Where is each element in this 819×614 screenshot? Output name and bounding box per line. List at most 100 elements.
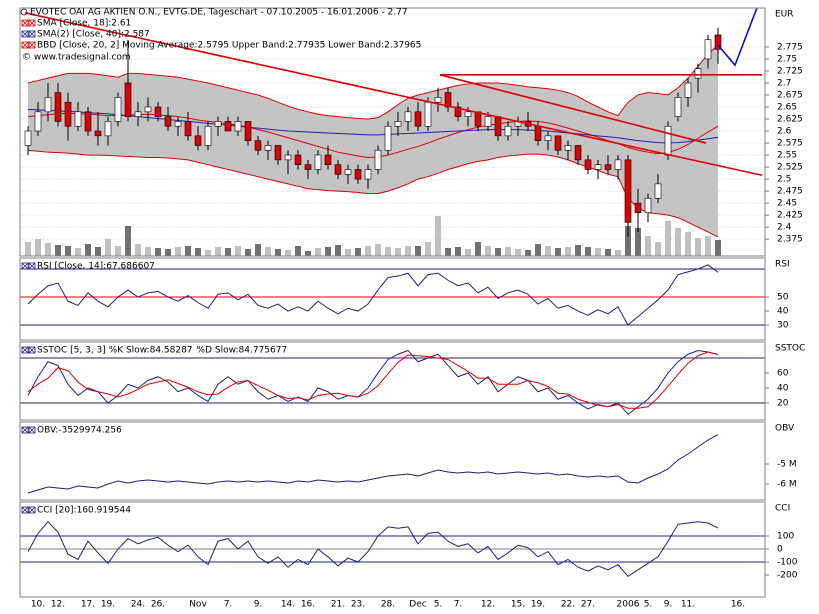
candle-body bbox=[474, 111, 482, 127]
volume-bar bbox=[85, 244, 91, 256]
candle-body bbox=[394, 121, 402, 127]
legend-icon bbox=[21, 506, 29, 514]
title-icon bbox=[20, 8, 28, 16]
y-tick-label: 2.625 bbox=[777, 115, 803, 125]
x-tick-label: 17. bbox=[81, 600, 95, 610]
indicator-line bbox=[27, 434, 719, 494]
y-tick-label: 2.7 bbox=[777, 78, 791, 88]
legend-entry: SMA [Close, 18]:2.61 bbox=[37, 19, 131, 29]
volume-bar bbox=[145, 247, 151, 256]
candle-body bbox=[34, 111, 42, 132]
y-tick-label: 2.775 bbox=[777, 42, 803, 52]
indicator-plot bbox=[20, 264, 765, 326]
volume-bar bbox=[525, 250, 531, 256]
volume-bar bbox=[405, 246, 411, 256]
candle-body bbox=[324, 154, 332, 165]
volume-bar bbox=[55, 245, 61, 256]
volume-bar bbox=[105, 239, 111, 256]
y-tick-label: 2.45 bbox=[777, 199, 797, 209]
volume-bar bbox=[155, 248, 161, 256]
moving-average bbox=[27, 108, 719, 144]
legend-entry: OBV:-3529974.256 bbox=[37, 426, 122, 436]
legend-icon bbox=[21, 30, 29, 38]
candle-body bbox=[144, 106, 152, 113]
legend-icon bbox=[21, 19, 29, 27]
legend-entry: CCI [20]:160.919544 bbox=[37, 506, 131, 516]
candle-body bbox=[174, 121, 182, 127]
volume-bar bbox=[45, 243, 51, 256]
volume-bar bbox=[615, 250, 621, 256]
volume-bar bbox=[605, 249, 611, 256]
indicator-line bbox=[27, 520, 719, 577]
volume-bar bbox=[255, 244, 261, 256]
volume-bar bbox=[675, 228, 681, 256]
candle-body bbox=[264, 145, 272, 151]
indicator-line bbox=[27, 349, 719, 415]
volume-bar bbox=[655, 242, 661, 256]
candle-body bbox=[254, 140, 262, 151]
legend-icon bbox=[28, 19, 36, 27]
y-tick-label: 100 bbox=[777, 532, 794, 542]
moving-average bbox=[27, 112, 719, 158]
candle-body bbox=[634, 202, 642, 214]
x-tick-label: 10. bbox=[31, 600, 45, 610]
legend-icon bbox=[28, 262, 36, 270]
x-tick-label: 9. bbox=[664, 600, 673, 610]
x-tick-label: 14. bbox=[281, 600, 295, 610]
volume-bar bbox=[515, 249, 521, 256]
legend-icon bbox=[21, 41, 29, 49]
candle-body bbox=[164, 116, 172, 127]
y-tick-label: 2.5 bbox=[777, 175, 791, 185]
legend-icon bbox=[21, 426, 29, 434]
candle-body bbox=[424, 101, 432, 127]
candle-body bbox=[274, 145, 282, 161]
legend-icon bbox=[28, 30, 36, 38]
volume-bar bbox=[275, 249, 281, 256]
x-tick-label: 26. bbox=[151, 600, 165, 610]
y-tick-label: 2.55 bbox=[777, 151, 797, 161]
y-tick-label: 60 bbox=[777, 368, 789, 378]
candle-body bbox=[364, 169, 372, 180]
y-tick-label: 20 bbox=[777, 398, 789, 408]
candle-body bbox=[414, 111, 422, 127]
candle-body bbox=[214, 121, 222, 127]
candle-body bbox=[24, 130, 32, 146]
panel-frame bbox=[19, 257, 766, 341]
legend-icon bbox=[28, 30, 36, 38]
x-tick-label: 5. bbox=[644, 600, 653, 610]
volume-bar bbox=[345, 249, 351, 256]
x-tick-label: 19. bbox=[531, 600, 545, 610]
axis-label: RSI bbox=[775, 260, 790, 270]
candle-body bbox=[284, 154, 292, 161]
candle-body bbox=[574, 145, 582, 161]
volume-bar bbox=[235, 246, 241, 256]
volume-bar bbox=[335, 245, 341, 256]
volume-bar bbox=[575, 245, 581, 256]
candle-body bbox=[534, 125, 542, 141]
candle-body bbox=[244, 121, 252, 141]
candle-body bbox=[64, 101, 72, 127]
legend-entry: %D Slow:84.775677 bbox=[197, 346, 288, 356]
volume-bar bbox=[495, 248, 501, 256]
bollinger-band bbox=[28, 45, 718, 237]
candle-body bbox=[374, 149, 382, 170]
x-tick-label: 23. bbox=[351, 600, 365, 610]
legend-icon bbox=[28, 506, 36, 514]
volume-bar bbox=[245, 249, 251, 256]
chart-title: EVOTEC OAI AG AKTIEN O.N., EVTG.DE, Tage… bbox=[30, 8, 408, 18]
legend-icon bbox=[21, 426, 29, 434]
x-tick-label: 19. bbox=[101, 600, 115, 610]
candle-body bbox=[714, 34, 722, 50]
band-line bbox=[27, 44, 719, 120]
volume-bar bbox=[665, 221, 671, 256]
axis-label: CCI bbox=[775, 504, 790, 514]
volume-bar bbox=[305, 251, 311, 256]
y-tick-label: -5 M bbox=[777, 460, 797, 470]
y-tick-label: 2.4 bbox=[777, 223, 792, 233]
legend-icon bbox=[21, 262, 29, 270]
credit: © www.tradesignal.com bbox=[22, 53, 131, 63]
volume-bar bbox=[195, 248, 201, 256]
candle-body bbox=[354, 169, 362, 180]
volume-bar bbox=[205, 250, 211, 256]
